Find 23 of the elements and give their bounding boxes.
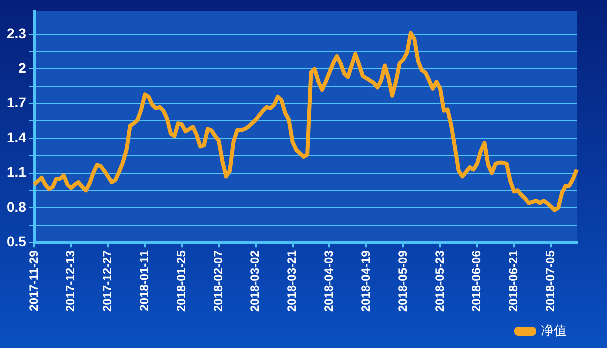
x-tick-label: 2018-05-09	[396, 250, 410, 312]
x-tick-label: 2018-01-25	[174, 250, 188, 312]
x-tick-label: 2018-03-02	[248, 250, 262, 312]
x-tick-label: 2018-05-23	[432, 250, 447, 312]
x-tick-label: 2018-03-21	[285, 250, 300, 312]
x-tick-label: 2017-12-13	[64, 250, 78, 312]
x-tick-label: 2018-06-21	[506, 250, 521, 312]
y-tick-label: 1.1	[6, 164, 27, 180]
x-tick-label: 2018-04-19	[358, 250, 373, 312]
x-tick-label: 2017-12-27	[100, 250, 115, 312]
x-tick-label: 2018-04-03	[322, 250, 336, 312]
x-tick-label: 2018-06-06	[470, 250, 484, 312]
x-tick-label: 2018-07-05	[543, 250, 558, 312]
y-tick-label: 2	[18, 60, 27, 76]
y-tick-label: 1.7	[6, 94, 27, 111]
y-tick-label: 1.4	[6, 129, 27, 146]
y-tick-label: 0.8	[6, 198, 27, 215]
x-tick-label: 2018-01-11	[137, 250, 152, 312]
legend-label: 净值	[541, 323, 567, 338]
x-tick-label: 2018-02-07	[211, 250, 226, 312]
x-tick-label: 2017-11-29	[26, 250, 41, 312]
y-tick-label: 2.3	[6, 25, 27, 42]
y-tick-label: 0.5	[6, 233, 27, 250]
